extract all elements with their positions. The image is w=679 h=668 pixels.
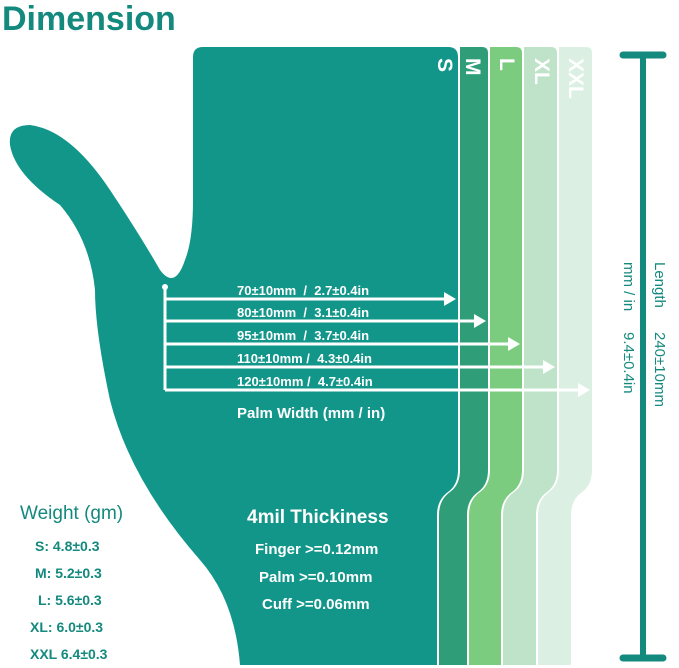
size-label-xxl: XXL (564, 58, 587, 99)
palm-width-value: 95±10mm / 3.7±0.4in (237, 328, 369, 343)
hand-shape (9, 47, 458, 665)
arrow-head-icon (474, 314, 486, 328)
palm-width-value: 80±10mm / 3.1±0.4in (237, 305, 369, 320)
palm-width-value: 70±10mm / 2.7±0.4in (237, 283, 369, 298)
size-labels: S M L XL XXL (433, 58, 587, 99)
size-label-l: L (495, 58, 518, 71)
weight-item: XXL 6.4±0.3 (30, 646, 108, 662)
arrow-origin-dot (162, 284, 168, 290)
arrow-head-icon (508, 337, 520, 351)
arrow-head-icon (543, 360, 555, 374)
palm-width-value: 110±10mm / 4.3±0.4in (237, 351, 372, 366)
thickness-palm: Palm >=0.10mm (259, 569, 372, 586)
size-label-m: M (461, 58, 484, 76)
length-unit: mm / in (620, 262, 637, 311)
palm-width-arrows: 70±10mm / 2.7±0.4in 80±10mm / 3.1±0.4in 95… (162, 283, 590, 397)
weight-item: S: 4.8±0.3 (35, 538, 100, 554)
size-strip-l (469, 47, 522, 665)
size-label-s: S (433, 58, 456, 72)
length-inch: 9.4±0.4in (620, 332, 637, 394)
length-bar (619, 51, 667, 662)
length-mm: 240±10mm (651, 332, 668, 407)
weight-list: S: 4.8±0.3 M: 5.2±0.3 L: 5.6±0.3 XL: 6.0±0.… (30, 538, 108, 662)
arrow-head-icon (444, 292, 456, 306)
size-strip-xl (503, 47, 557, 665)
weight-item: L: 5.6±0.3 (38, 592, 102, 608)
size-label-xl: XL (530, 58, 553, 85)
size-strip-xxl (538, 47, 592, 665)
weight-item: M: 5.2±0.3 (35, 565, 102, 581)
size-strip-m (439, 47, 488, 665)
size-strips (439, 47, 592, 665)
thickness-finger: Finger >=0.12mm (255, 541, 378, 558)
arrow-head-icon (578, 383, 590, 397)
palm-width-label: Palm Width (mm / in) (237, 405, 385, 422)
palm-width-value: 120±10mm / 4.7±0.4in (237, 374, 373, 389)
weight-title: Weight (gm) (20, 503, 123, 524)
thickness-title: 4mil Thickiness (247, 507, 389, 528)
length-label: Length (651, 262, 668, 308)
thickness-cuff: Cuff >=0.06mm (262, 596, 370, 613)
weight-item: XL: 6.0±0.3 (30, 619, 103, 635)
page-title: Dimension (2, 0, 176, 38)
